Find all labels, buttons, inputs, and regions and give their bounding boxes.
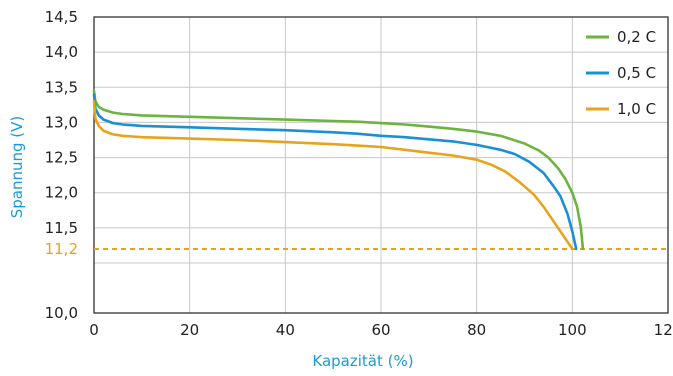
y-tick-label: 12,5 [45,149,78,167]
x-tick-labels: 0 20 40 60 80 100 120 [89,321,673,339]
legend-label-2: 0,5 C [617,64,656,82]
reference-line-label: 11,2 [45,240,78,258]
x-tick-label: 120 [654,321,673,339]
y-tick-labels: 10,0 11,5 12,0 12,5 13,0 13,5 14,0 14,5 [45,8,78,322]
x-tick-label: 0 [89,321,99,339]
series-line-2 [92,93,578,251]
x-tick-label: 100 [558,321,587,339]
x-tick-label: 60 [371,321,390,339]
x-tick-label: 40 [276,321,295,339]
y-tick-label: 12,0 [45,184,78,202]
plot-frame [93,16,669,314]
y-tick-label: 11,5 [45,219,78,237]
x-tick-label: 80 [467,321,486,339]
series-line-1 [92,89,585,251]
x-axis-title: Kapazität (%) [312,352,413,370]
series-line-3 [92,100,574,251]
y-tick-label: 13,5 [45,78,78,96]
grid [94,17,668,313]
y-tick-label: 10,0 [45,304,78,322]
y-axis-title: Spannung (V) [8,116,26,219]
y-tick-label: 13,0 [45,113,78,131]
y-tick-label: 14,5 [45,8,78,26]
legend-label-3: 1,0 C [617,100,656,118]
y-tick-label: 14,0 [45,43,78,61]
legend-label-1: 0,2 C [617,28,656,46]
x-tick-label: 20 [180,321,199,339]
legend: 0,2 C 0,5 C 1,0 C [586,28,656,118]
series-group [92,89,585,251]
